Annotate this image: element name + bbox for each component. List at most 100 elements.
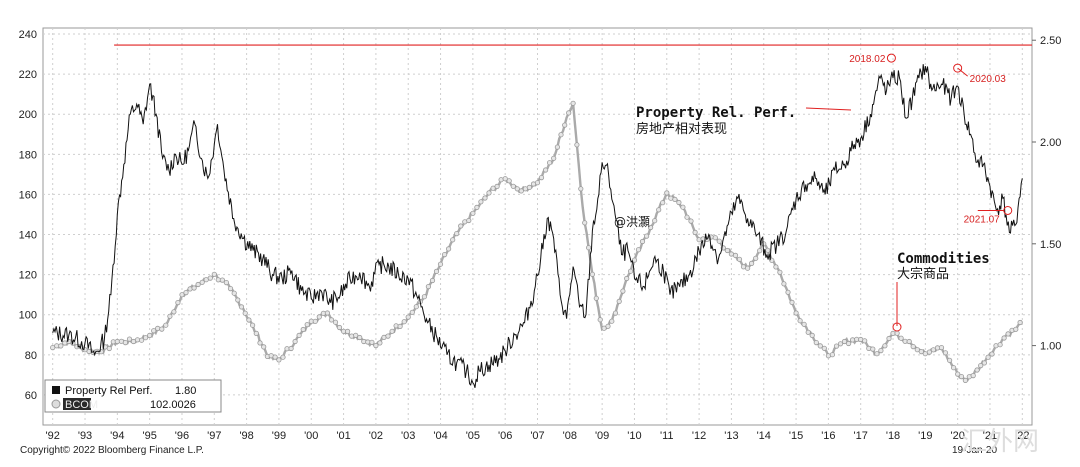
series-bcom-point (478, 199, 484, 205)
series-bcom-point (882, 343, 888, 349)
series-bcom-point (833, 343, 840, 349)
series-bcom-point (223, 279, 229, 286)
x-tick-label: '22 (1015, 430, 1029, 442)
left-axis: 60 80 100 120 140 160 180 200 220 240 (19, 29, 37, 402)
series-bcom-point (578, 186, 584, 192)
series-bcom-point (829, 352, 836, 358)
series-bcom-point (849, 337, 856, 343)
series-bcom-point (918, 348, 924, 355)
series-bcom-point (429, 277, 436, 284)
property-pointer-line (805, 107, 852, 111)
series-bcom-point (328, 317, 335, 323)
y-left-tick-label: 200 (19, 109, 37, 121)
x-tick-label: '16 (821, 430, 835, 442)
series-bcom-point (616, 298, 622, 304)
series-bcom-point (405, 314, 411, 320)
series-bcom-point (450, 237, 456, 243)
series-bcom-point (724, 247, 731, 254)
series-bcom-point (716, 238, 722, 244)
series-bcom-point (126, 336, 133, 342)
commodities-label-cn: 大宗商品 (897, 266, 949, 282)
x-tick-label: '92 (46, 430, 60, 442)
series-bcom-point (805, 329, 811, 335)
series-bcom-point (246, 317, 252, 323)
legend-swatch-property (52, 386, 60, 394)
series-bcom-point (958, 373, 965, 380)
series-bcom-point (369, 339, 375, 345)
y-right-tick-label: 2.50 (1040, 35, 1061, 47)
x-tick-label: '93 (78, 430, 92, 442)
series-bcom-point (930, 347, 937, 353)
footer-date: 19-Jan-20 (952, 445, 997, 456)
y-left-tick-label: 140 (19, 230, 37, 242)
series-bcom-point (195, 281, 201, 288)
series-bcom-point (344, 328, 351, 334)
series-bcom-point (155, 325, 161, 331)
x-tick-label: '05 (466, 430, 480, 442)
legend-label-property: Property Rel Perf. (65, 385, 152, 397)
annotation-label: 2020.03 (970, 74, 1007, 85)
x-tick-label: '18 (886, 430, 900, 442)
series-bcom-point (1001, 335, 1007, 341)
series-bcom-point (494, 183, 500, 189)
series-bcom-point (498, 177, 504, 183)
series-bcom-point (211, 271, 217, 277)
annotation-marker (953, 63, 963, 73)
x-tick-label: '07 (530, 430, 544, 442)
series-bcom-point (566, 110, 572, 116)
x-tick-label: '14 (757, 430, 771, 442)
series-bcom-point (324, 310, 330, 316)
series-bcom-point (316, 314, 322, 320)
series-bcom-point (910, 343, 916, 350)
series-bcom-point (582, 220, 588, 226)
series-bcom-point (257, 340, 263, 346)
series-bcom-point (688, 218, 694, 224)
series-bcom-point (401, 319, 407, 325)
series-bcom-point (870, 346, 876, 352)
series-bcom-point (474, 204, 480, 210)
series-bcom-point (680, 204, 686, 210)
series-bcom-point (421, 294, 427, 300)
y-left-tick-label: 100 (19, 310, 37, 322)
x-tick-label: '04 (433, 430, 447, 442)
series-bcom-point (445, 246, 452, 252)
series-bcom-point (821, 345, 827, 351)
x-tick-label: '99 (272, 430, 286, 442)
series-bcom-point (692, 229, 698, 235)
x-tick-label: '96 (175, 430, 189, 442)
grid (42, 27, 1033, 426)
series-bcom-point (373, 342, 379, 349)
series-bcom-point (389, 328, 395, 334)
legend-label-bcom: BCOM (65, 399, 98, 411)
series-bcom-point (554, 144, 561, 150)
series-bcom-point (955, 371, 961, 377)
series-bcom-point (985, 354, 991, 360)
series-bcom-point (993, 343, 999, 349)
series-bcom-point (377, 340, 383, 346)
series-bcom-point (272, 354, 278, 360)
series-bcom-point (712, 235, 718, 241)
series-bcom-point (631, 257, 638, 263)
series-bcom-point (639, 238, 646, 245)
series-bcom-point (397, 323, 403, 329)
series-bcom-point (175, 299, 181, 306)
series-bcom-point (757, 248, 763, 254)
series-bcom-point (785, 289, 791, 295)
series-bcom-point (748, 260, 755, 266)
series-bcom-point (1005, 331, 1011, 337)
x-tick-label: '13 (724, 430, 738, 442)
series-bcom-point (570, 100, 576, 106)
series-bcom-point (597, 317, 603, 323)
series-bcom-point (950, 365, 957, 371)
series-bcom-point (773, 264, 779, 270)
series-bcom-point (296, 332, 302, 338)
annotation-marker (886, 53, 896, 63)
y-left-tick-label: 240 (19, 29, 37, 41)
x-tick-label: '01 (336, 430, 350, 442)
series-bcom-point (593, 295, 599, 301)
series-bcom-point (357, 334, 363, 341)
series-bcom-point (894, 330, 900, 336)
x-tick-label: '20 (950, 430, 964, 442)
commodities-label-en: Commodities (897, 251, 990, 267)
